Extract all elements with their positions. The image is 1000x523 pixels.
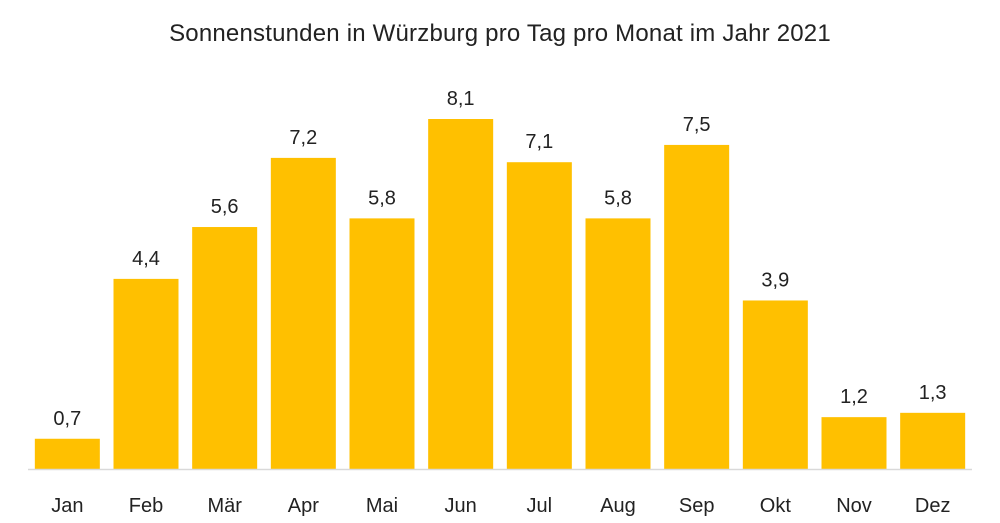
value-label: 1,2 bbox=[840, 386, 868, 408]
bar-mär bbox=[192, 227, 258, 469]
value-label: 5,8 bbox=[604, 187, 632, 209]
x-tick-label: Nov bbox=[836, 495, 872, 517]
x-tick-label: Apr bbox=[288, 495, 319, 517]
value-label: 8,1 bbox=[447, 88, 475, 110]
x-tick-label: Mai bbox=[366, 495, 398, 517]
bar-jun bbox=[428, 119, 494, 469]
x-tick-label: Dez bbox=[915, 495, 951, 517]
x-tick-label: Okt bbox=[760, 495, 792, 517]
x-tick-label: Mär bbox=[207, 495, 242, 517]
x-tick-label: Aug bbox=[600, 495, 636, 517]
value-labels-group: 0,7 4,4 5,6 7,2 5,8 8,1 7,1 5,8 7,5 3,9 1,2 1,3 bbox=[53, 88, 946, 430]
value-label: 3,9 bbox=[761, 269, 789, 291]
x-tick-label: Sep bbox=[679, 495, 715, 517]
bar-feb bbox=[113, 278, 179, 469]
bars-group bbox=[34, 119, 966, 470]
bar-aug bbox=[585, 218, 651, 469]
value-label: 7,2 bbox=[289, 127, 317, 149]
bar-sep bbox=[664, 144, 730, 470]
bar-jan bbox=[34, 438, 100, 469]
bar-dez bbox=[900, 412, 966, 469]
bar-nov bbox=[821, 417, 887, 469]
bar-okt bbox=[742, 300, 808, 469]
x-tick-labels-group: Jan Feb Mär Apr Mai Jun Jul Aug Sep Okt Nov Dez bbox=[51, 495, 950, 517]
bar-jul bbox=[506, 162, 572, 469]
value-label: 5,6 bbox=[211, 196, 239, 218]
value-label: 5,8 bbox=[368, 187, 396, 209]
value-label: 7,1 bbox=[525, 131, 553, 153]
bar-mai bbox=[349, 218, 415, 469]
chart-title: Sonnenstunden in Würzburg pro Tag pro Mo… bbox=[169, 20, 831, 47]
value-label: 4,4 bbox=[132, 248, 160, 270]
bar-apr bbox=[270, 157, 336, 469]
value-label: 7,5 bbox=[683, 114, 711, 136]
x-tick-label: Jan bbox=[51, 495, 83, 517]
x-tick-label: Jul bbox=[527, 495, 553, 517]
value-label: 0,7 bbox=[53, 408, 81, 430]
value-label: 1,3 bbox=[919, 382, 947, 404]
x-tick-label: Feb bbox=[129, 495, 163, 517]
x-tick-label: Jun bbox=[445, 495, 477, 517]
